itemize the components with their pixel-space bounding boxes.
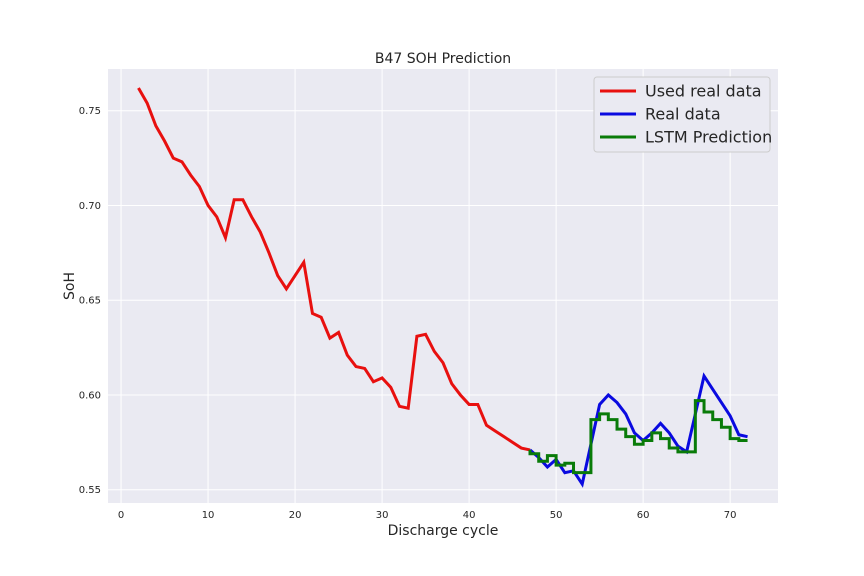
y-axis-label: SoH xyxy=(62,272,78,300)
legend-label-1: Real data xyxy=(645,105,721,124)
x-tick-label: 40 xyxy=(463,510,476,521)
series-line-0 xyxy=(137,87,531,452)
x-axis-label: Discharge cycle xyxy=(388,523,499,539)
chart-title: B47 SOH Prediction xyxy=(375,51,511,67)
x-tick-labels: 0 10 20 30 40 50 60 70 xyxy=(118,510,737,521)
x-tick-label: 70 xyxy=(724,510,737,521)
y-tick-label: 0.70 xyxy=(79,201,101,212)
y-tick-label: 0.55 xyxy=(79,485,101,496)
series-line-2 xyxy=(528,399,748,475)
legend-box xyxy=(593,76,771,153)
x-tick-label: 60 xyxy=(637,510,650,521)
series-line-1 xyxy=(529,372,748,488)
y-tick-labels: 0.55 0.60 0.65 0.70 0.75 xyxy=(79,106,101,496)
y-tick-label: 0.75 xyxy=(79,106,101,117)
x-tick-label: 0 xyxy=(118,510,124,521)
x-tick-label: 10 xyxy=(202,510,215,521)
x-tick-label: 30 xyxy=(376,510,389,521)
series-layer xyxy=(137,87,748,488)
y-tick-label: 0.65 xyxy=(79,296,101,307)
y-tick-label: 0.60 xyxy=(79,390,101,401)
legend: Used real data Real data LSTM Prediction xyxy=(593,76,772,153)
legend-label-2: LSTM Prediction xyxy=(645,128,772,147)
x-tick-label: 50 xyxy=(550,510,563,521)
x-tick-label: 20 xyxy=(289,510,302,521)
legend-label-0: Used real data xyxy=(645,82,762,101)
